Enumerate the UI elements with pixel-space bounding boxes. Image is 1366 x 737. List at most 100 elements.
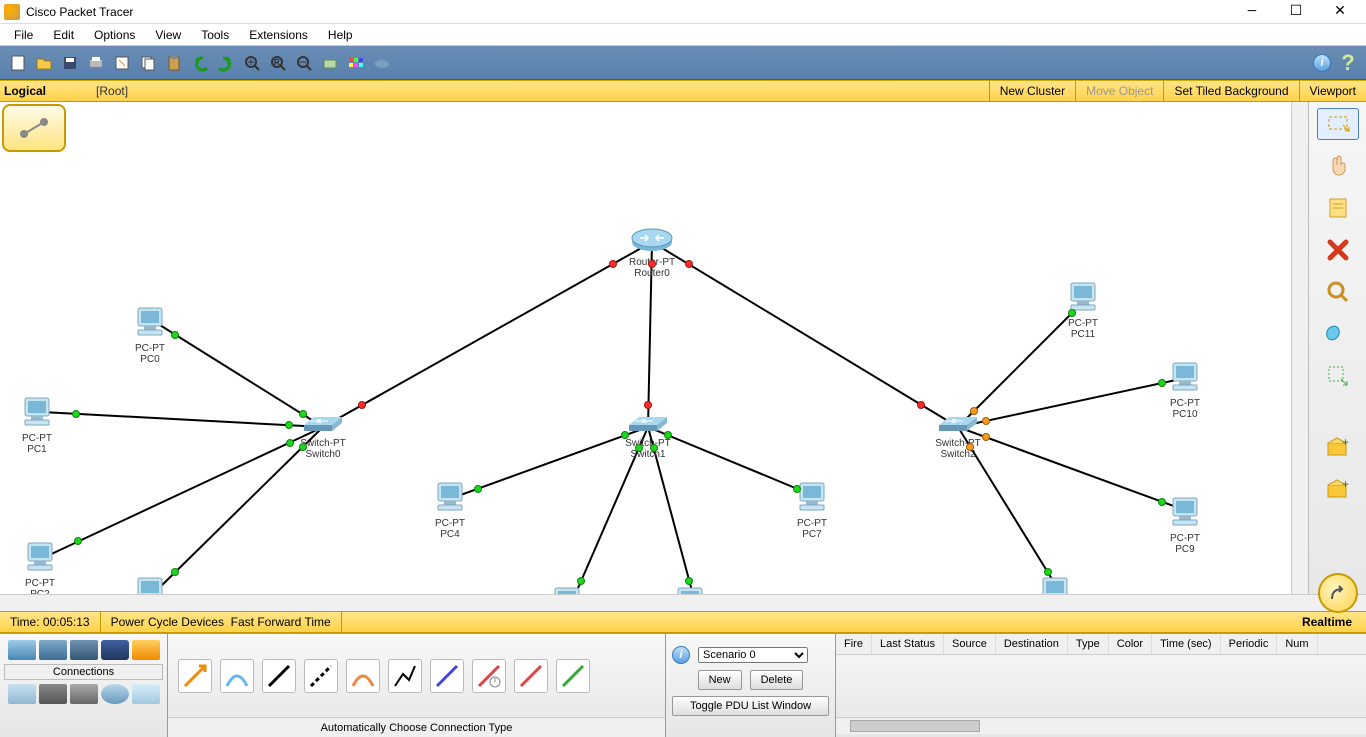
pdu-col-num[interactable]: Num	[1277, 634, 1317, 654]
note-tool[interactable]	[1317, 192, 1359, 224]
close-button[interactable]: ✕	[1318, 0, 1362, 24]
conn-coax-button[interactable]	[430, 659, 464, 693]
device-pc1[interactable]: PC-PT PC1	[19, 396, 55, 455]
menu-edit[interactable]: Edit	[43, 26, 84, 44]
device-category-picker[interactable]: Connections	[0, 634, 168, 737]
conn-octal-button[interactable]	[556, 659, 590, 693]
minimize-button[interactable]: ─	[1230, 0, 1274, 24]
save-button[interactable]	[58, 51, 82, 75]
custom-category-icon[interactable]	[101, 684, 129, 704]
logical-nav-widget[interactable]	[2, 104, 66, 152]
hub-category-icon[interactable]	[70, 640, 98, 660]
pdu-col-color[interactable]: Color	[1109, 634, 1152, 654]
pdu-list-table[interactable]: FireLast StatusSourceDestinationTypeColo…	[836, 634, 1366, 737]
device-label: PC-PT PC1	[19, 433, 55, 455]
pdu-col-last-status[interactable]: Last Status	[872, 634, 944, 654]
security-category-icon[interactable]	[39, 684, 67, 704]
conn-auto-button[interactable]	[178, 659, 212, 693]
realtime-tab[interactable]: Realtime	[1288, 615, 1366, 629]
device-pc2[interactable]: PC-PT PC2	[22, 541, 58, 594]
port-status-dot	[171, 331, 179, 339]
hand-tool[interactable]	[1317, 150, 1359, 182]
wan-category-icon[interactable]	[70, 684, 98, 704]
multiuser-category-icon[interactable]	[132, 684, 160, 704]
info-icon[interactable]: i	[1310, 51, 1334, 75]
scenario-select[interactable]: Scenario 0	[698, 647, 808, 663]
scenario-new-button[interactable]: New	[698, 670, 742, 690]
new-cluster-button[interactable]: New Cluster	[989, 81, 1075, 101]
pdu-simple-tool[interactable]: +	[1317, 432, 1359, 464]
pdu-col-time-sec-[interactable]: Time (sec)	[1152, 634, 1221, 654]
select-tool[interactable]	[1317, 108, 1359, 140]
breadcrumb-root[interactable]: [Root]	[56, 84, 168, 98]
device-sw2[interactable]: Switch-PT Switch2	[935, 411, 981, 460]
open-button[interactable]	[32, 51, 56, 75]
toggle-pdu-list-button[interactable]: Toggle PDU List Window	[672, 696, 829, 716]
device-pc5[interactable]: PC-PT PC5	[549, 586, 585, 594]
copy-button[interactable]	[136, 51, 160, 75]
conn-console-button[interactable]	[220, 659, 254, 693]
device-pc4[interactable]: PC-PT PC4	[432, 481, 468, 540]
scenario-delete-button[interactable]: Delete	[750, 670, 804, 690]
zoom-out-button[interactable]: R	[266, 51, 290, 75]
router-category-icon[interactable]	[8, 640, 36, 660]
pdu-col-source[interactable]: Source	[944, 634, 996, 654]
horizontal-scrollbar[interactable]	[0, 594, 1291, 611]
view-mode-label[interactable]: Logical	[0, 84, 56, 98]
resize-tool[interactable]	[1317, 360, 1359, 392]
realtime-mode-icon[interactable]	[1318, 573, 1358, 613]
viewport-button[interactable]: Viewport	[1299, 81, 1366, 101]
conn-phone-button[interactable]	[388, 659, 422, 693]
delete-tool[interactable]	[1317, 234, 1359, 266]
wireless-category-icon[interactable]	[101, 640, 129, 660]
wizard-button[interactable]	[110, 51, 134, 75]
conn-serial-dce-button[interactable]	[472, 659, 506, 693]
device-pc10[interactable]: PC-PT PC10	[1167, 361, 1203, 420]
device-pc6[interactable]: PC-PT PC6	[672, 586, 708, 594]
device-pc8[interactable]: PC-PT PC8	[1037, 576, 1073, 594]
pdu-horizontal-scrollbar[interactable]	[836, 717, 1366, 734]
pdu-col-type[interactable]: Type	[1068, 634, 1109, 654]
conn-cross-button[interactable]	[304, 659, 338, 693]
menu-help[interactable]: Help	[318, 26, 363, 44]
device-pc3[interactable]: PC-PT PC3	[132, 576, 168, 594]
menu-file[interactable]: File	[4, 26, 43, 44]
zoom-reset-button[interactable]	[292, 51, 316, 75]
conn-serial-dte-button[interactable]	[514, 659, 548, 693]
vertical-scrollbar[interactable]	[1291, 102, 1308, 594]
connections-category-icon[interactable]	[132, 640, 160, 660]
device-pc9[interactable]: PC-PT PC9	[1167, 496, 1203, 555]
new-button[interactable]	[6, 51, 30, 75]
paste-button[interactable]	[162, 51, 186, 75]
device-sw0[interactable]: Switch-PT Switch0	[300, 411, 346, 460]
print-button[interactable]	[84, 51, 108, 75]
workspace-canvas[interactable]: Router-PT Router0 Switch-PT Switch0 Switch…	[0, 102, 1291, 594]
redo-button[interactable]	[214, 51, 238, 75]
maximize-button[interactable]: ☐	[1274, 0, 1318, 24]
menu-view[interactable]: View	[145, 26, 191, 44]
help-icon[interactable]: ?	[1336, 51, 1360, 75]
pdu-col-periodic[interactable]: Periodic	[1221, 634, 1278, 654]
menu-options[interactable]: Options	[84, 26, 145, 44]
drawing-button[interactable]	[318, 51, 342, 75]
palette-button[interactable]	[344, 51, 368, 75]
pdu-complex-tool[interactable]: +	[1317, 474, 1359, 506]
zoom-in-button[interactable]	[240, 51, 264, 75]
switch-category-icon[interactable]	[39, 640, 67, 660]
pdu-col-fire[interactable]: Fire	[836, 634, 872, 654]
conn-fiber-button[interactable]	[346, 659, 380, 693]
menu-tools[interactable]: Tools	[191, 26, 239, 44]
enddevice-category-icon[interactable]	[8, 684, 36, 704]
menu-extensions[interactable]: Extensions	[239, 26, 318, 44]
custom-button[interactable]	[370, 51, 394, 75]
shape-tool[interactable]	[1317, 318, 1359, 350]
device-pc0[interactable]: PC-PT PC0	[132, 306, 168, 365]
scenario-info-icon[interactable]: i	[672, 646, 690, 664]
undo-button[interactable]	[188, 51, 212, 75]
conn-straight-button[interactable]	[262, 659, 296, 693]
set-tiled-bg-button[interactable]: Set Tiled Background	[1163, 81, 1298, 101]
device-router0[interactable]: Router-PT Router0	[629, 226, 675, 279]
inspect-tool[interactable]	[1317, 276, 1359, 308]
pdu-col-destination[interactable]: Destination	[996, 634, 1068, 654]
power-cycle-button[interactable]: Power Cycle Devices Fast Forward Time	[101, 612, 342, 632]
